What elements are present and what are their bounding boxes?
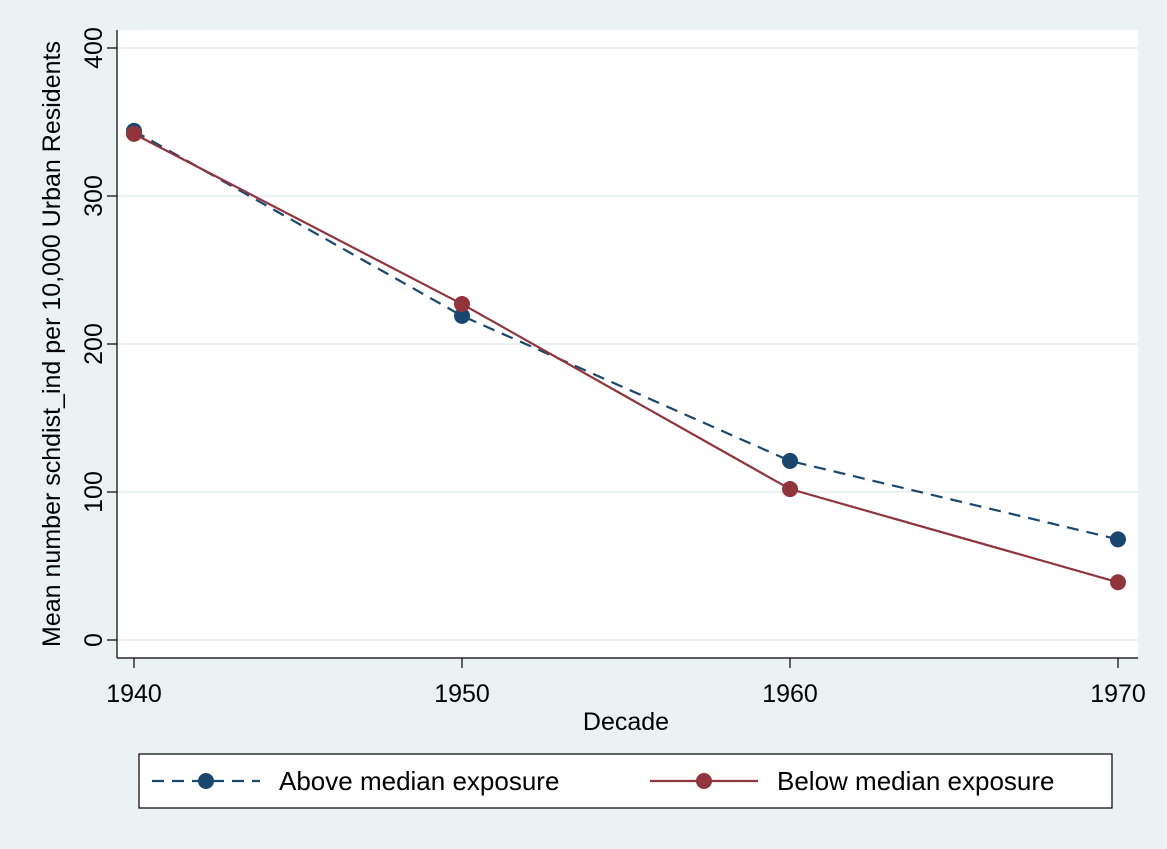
legend-marker-2 bbox=[696, 773, 712, 789]
x-tick-label: 1950 bbox=[434, 680, 490, 708]
series-line-1 bbox=[133, 129, 1119, 541]
x-axis-ticks: 1940 1950 1960 1970 bbox=[106, 658, 1146, 708]
x-tick-label: 1970 bbox=[1090, 680, 1146, 708]
legend: Above median exposure Below median exposu… bbox=[138, 753, 1113, 809]
y-axis-ticks: 0 100 200 300 400 bbox=[80, 27, 117, 647]
x-tick-label: 1960 bbox=[762, 680, 818, 708]
data-point bbox=[454, 307, 470, 324]
y-tick-label: 400 bbox=[80, 27, 108, 69]
y-tick-label: 100 bbox=[80, 471, 108, 513]
data-point bbox=[782, 452, 798, 469]
data-point bbox=[1110, 531, 1126, 548]
legend-items: Above median exposure Below median exposu… bbox=[152, 766, 1055, 796]
data-point bbox=[454, 296, 470, 313]
legend-box bbox=[138, 753, 1113, 809]
legend-label-1: Above median exposure bbox=[279, 766, 559, 796]
grid-lines bbox=[117, 47, 1138, 641]
y-axis-title: Mean number schdist_ind per 10,000 Urban… bbox=[38, 41, 66, 647]
y-tick-label: 0 bbox=[80, 633, 108, 647]
legend-label-2: Below median exposure bbox=[777, 766, 1055, 796]
y-tick-label: 300 bbox=[80, 175, 108, 217]
legend-marker-1 bbox=[198, 773, 214, 789]
data-point bbox=[782, 481, 798, 498]
series-line-2 bbox=[133, 132, 1119, 584]
data-point bbox=[126, 125, 142, 142]
x-axis-title: Decade bbox=[583, 708, 669, 736]
data-point bbox=[1110, 574, 1126, 591]
x-tick-label: 1940 bbox=[106, 680, 162, 708]
series-group bbox=[126, 122, 1126, 591]
y-tick-label: 200 bbox=[80, 323, 108, 365]
